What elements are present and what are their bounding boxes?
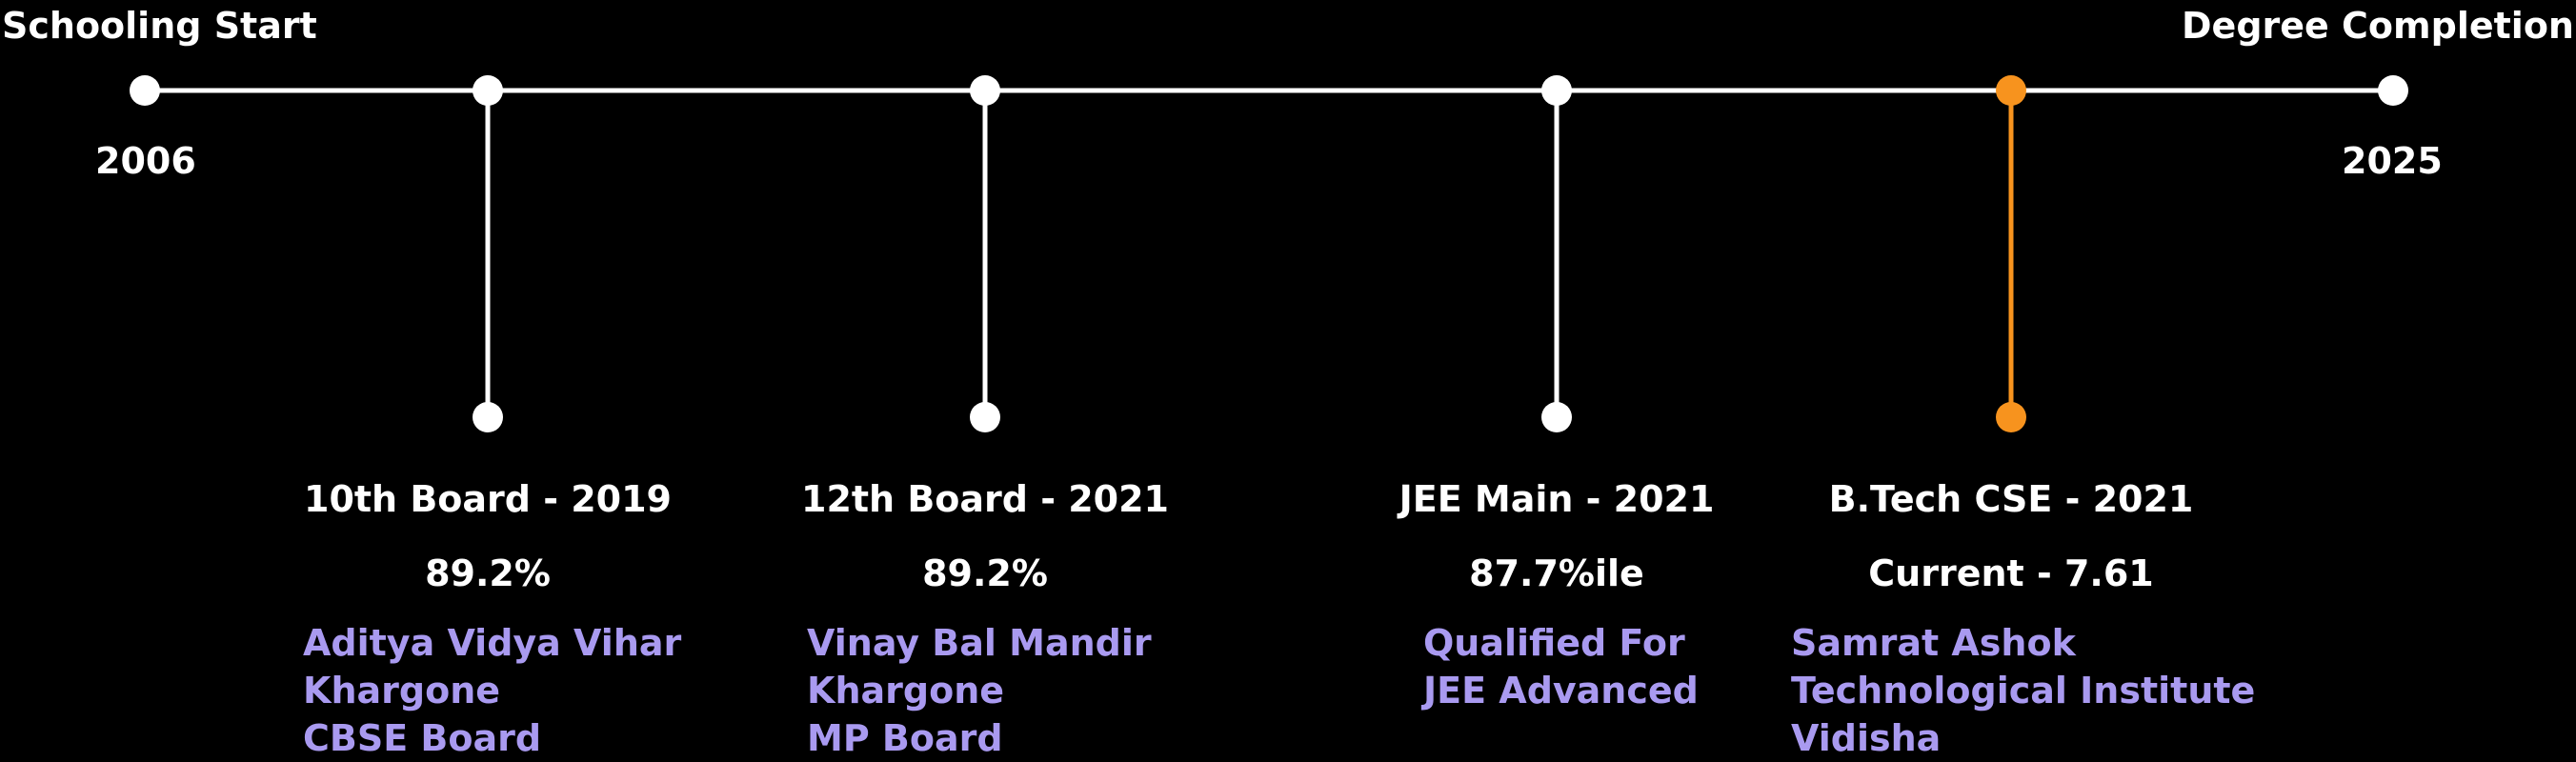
milestone-2-top-node <box>970 75 1000 106</box>
milestone-title: 10th Board - 2019 <box>304 478 672 520</box>
milestone-details: Vinay Bal Mandir Khargone MP Board <box>807 619 1152 762</box>
milestone-detail-line: Vinay Bal Mandir <box>807 622 1152 664</box>
milestone-detail-line: Khargone <box>303 670 501 712</box>
milestone-4-top-node <box>1996 75 2026 106</box>
milestone-score: 89.2% <box>425 552 551 594</box>
milestone-details: Qualified For JEE Advanced <box>1423 619 1699 714</box>
milestone-score: Current - 7.61 <box>1868 552 2154 594</box>
milestone-detail-line: CBSE Board <box>303 717 542 759</box>
timeline-start-node <box>130 75 160 106</box>
milestone-title: 12th Board - 2021 <box>801 478 1169 520</box>
start-label: Schooling Start <box>2 5 317 47</box>
milestone-score: 87.7%ile <box>1469 552 1644 594</box>
milestone-1-top-node <box>473 75 503 106</box>
milestone-detail-line: JEE Advanced <box>1423 670 1699 712</box>
milestone-title: JEE Main - 2021 <box>1399 478 1715 520</box>
end-year: 2025 <box>2342 140 2443 182</box>
milestone-detail-line: Khargone <box>807 670 1005 712</box>
milestone-details: Aditya Vidya Vihar Khargone CBSE Board <box>303 619 681 762</box>
milestone-detail-line: Vidisha <box>1791 717 1942 759</box>
milestone-1-bottom-node <box>473 402 503 432</box>
timeline-end-node <box>2378 75 2408 106</box>
milestone-3-top-node <box>1541 75 1572 106</box>
milestone-4-bottom-node <box>1996 402 2026 432</box>
end-label: Degree Completion <box>2182 5 2574 47</box>
milestone-score: 89.2% <box>922 552 1048 594</box>
milestone-detail-line: Aditya Vidya Vihar <box>303 622 682 664</box>
milestone-title: B.Tech CSE - 2021 <box>1828 478 2194 520</box>
milestone-detail-line: Technological Institute <box>1791 670 2256 712</box>
milestone-2-bottom-node <box>970 402 1000 432</box>
milestone-detail-line: Qualified For <box>1423 622 1685 664</box>
milestone-3-bottom-node <box>1541 402 1572 432</box>
milestone-detail-line: MP Board <box>807 717 1003 759</box>
milestone-detail-line: Samrat Ashok <box>1791 622 2076 664</box>
milestone-details: Samrat Ashok Technological Institute Vid… <box>1791 619 2255 762</box>
start-year: 2006 <box>95 140 196 182</box>
